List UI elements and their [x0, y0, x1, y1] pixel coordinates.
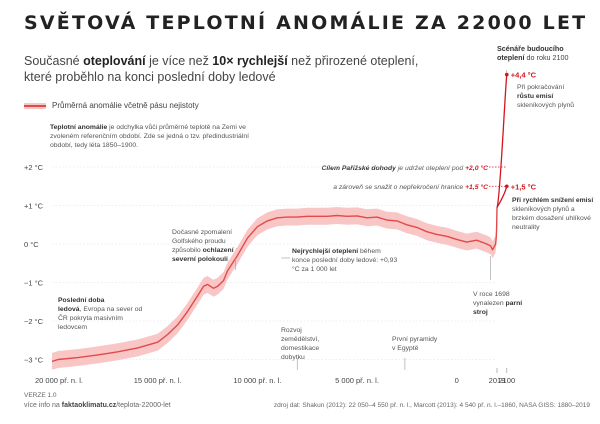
definition-note: Teplotní anomálie je odchylka vůči průmě… [50, 123, 255, 150]
more-info-rest[interactable]: /teplota-22000-let [116, 402, 171, 409]
scenarios-header: Scénáře budoucího oteplení do roku 2100 [497, 44, 597, 62]
paris-line2: a zároveň se snažit o nepřekročení hrani… [333, 184, 466, 191]
x-tick-label: 20 000 př. n. l. [35, 376, 83, 385]
data-source: zdroj dat: Shakun (2012): 22 050–4 550 p… [273, 402, 590, 409]
definition-text: je odchylka vůči průměrné teplotě na Zem… [50, 124, 249, 149]
more-info-link[interactable]: faktaoklimatu.cz [61, 402, 117, 409]
paris-value2: +1,5 °C [465, 184, 488, 191]
scenarios-header-line2: do roku 2100 [524, 53, 569, 62]
scenario-high-line1: Při pokračování [517, 84, 565, 91]
y-tick-label: −3 °C [24, 356, 44, 365]
steam-engine-note: V roce 1698 vynalezen parní stroj [473, 290, 523, 317]
y-tick-label: +1 °C [24, 202, 44, 211]
ice-age-bold1: Poslední doba [58, 297, 105, 304]
fastest-bold: Nejrychlejší oteplení [292, 248, 359, 255]
fastest-text: během konce poslední doby ledové: +0,93 … [292, 248, 398, 273]
scenario-high-bold: růstu emisí [517, 93, 554, 100]
paris-text: je udržet oteplení pod [395, 165, 466, 172]
scenario-low-note: Při rychlém snížení emisí skleníkových p… [512, 196, 597, 232]
fastest-warming-note: Nejrychlejší oteplení během konce posled… [292, 247, 400, 274]
scenario-line [496, 74, 508, 208]
scenario-value-label: +1,5 °C [511, 182, 537, 191]
scenario-low-text: skleníkových plynů a brzkém dosažení uhl… [512, 206, 591, 231]
x-tick-label: 15 000 př. n. l. [134, 376, 182, 385]
y-tick-label: −2 °C [24, 317, 44, 326]
subtitle: Současné oteplování je více než 10× rych… [24, 53, 424, 85]
definition-bold: Teplotní anomálie [50, 124, 108, 131]
x-tick-label: 2100 [498, 376, 515, 385]
series-line [51, 207, 498, 363]
scenarios-header-line1: Scénáře budoucího [497, 44, 564, 53]
subtitle-bold: 10× rychlejší [212, 54, 288, 68]
more-info-prefix: více info na [24, 402, 62, 409]
scenario-line [496, 186, 508, 208]
scenario-high-line2: skleníkových plynů [517, 102, 575, 109]
subtitle-part: je více než [145, 54, 213, 68]
subtitle-part: Současné [24, 54, 84, 68]
subtitle-bold: oteplování [83, 54, 146, 68]
scenario-point [504, 72, 509, 77]
y-tick-label: 0 °C [24, 240, 39, 249]
y-tick-label: +2 °C [24, 163, 44, 172]
cooling-bold: ochlazení na severní polokouli [172, 247, 244, 263]
annotation-line-layer [235, 70, 508, 370]
paris-note-2: a zároveň se snažit o nepřekročení hrani… [250, 183, 488, 192]
chart-legend: Průměrná anomálie včetně pásu nejistoty [24, 101, 199, 110]
ice-age-text: , Evropa na sever od ČR pokryta masivním… [58, 306, 143, 331]
ice-age-bold2: ledová [58, 306, 80, 313]
y-tick-label: −1 °C [24, 279, 44, 288]
x-tick-label: 0 [455, 376, 459, 385]
steam-text: V roce 1698 vynalezen [473, 291, 510, 307]
scenarios-header-bold: oteplení [497, 53, 525, 62]
cooling-text: Dočasné zpomalení Golfského proudu způso… [172, 229, 233, 254]
x-tick-label: 10 000 př. n. l. [233, 376, 281, 385]
scenario-point [504, 184, 509, 189]
tick-layer: +2 °C +1 °C 0 °C −1 °C −2 °C −3 °C 20 000 př. … [24, 163, 515, 385]
more-info: více info na faktaoklimatu.cz/teplota-22… [24, 402, 171, 409]
paris-note: Cílem Pařížské dohody je udržet oteplení… [250, 164, 488, 173]
cooling-note: Dočasné zpomalení Golfského proudu způso… [172, 228, 252, 264]
legend-swatch [24, 102, 46, 109]
paris-bold: Cílem Pařížské dohody [321, 165, 396, 172]
subtitle-part: než přirozené oteplení, které proběhlo n… [24, 54, 419, 84]
paris-value: +2,0 °C [465, 165, 488, 172]
x-tick-label: 5 000 př. n. l. [335, 376, 379, 385]
version-label: VERZE 1.0 [24, 392, 57, 399]
page-title: SVĚTOVÁ TEPLOTNÍ ANOMÁLIE ZA 22000 LET [24, 12, 588, 34]
uncertainty-band [52, 199, 497, 370]
series-line-layer: +4,4 °C +1,5 °C [51, 71, 537, 363]
agriculture-note: Rozvoj zemědělství, domestikace dobytku [281, 327, 320, 361]
scenario-value-label: +4,4 °C [511, 71, 537, 80]
ice-age-note: Poslední doba ledová, Evropa na sever od… [58, 296, 144, 332]
scenario-low-bold: Při rychlém snížení emisí [512, 197, 594, 204]
scenario-high-note: Při pokračování růstu emisí skleníkových… [517, 83, 597, 110]
steam-bold: parní stroj [473, 300, 523, 316]
uncertainty-band-layer [52, 199, 497, 370]
grid-layer [52, 166, 497, 360]
legend-label: Průměrná anomálie včetně pásu nejistoty [52, 101, 199, 110]
x-tick-label: 2019 [489, 376, 506, 385]
pyramids-note: První pyramidy v Egyptě [392, 336, 438, 352]
